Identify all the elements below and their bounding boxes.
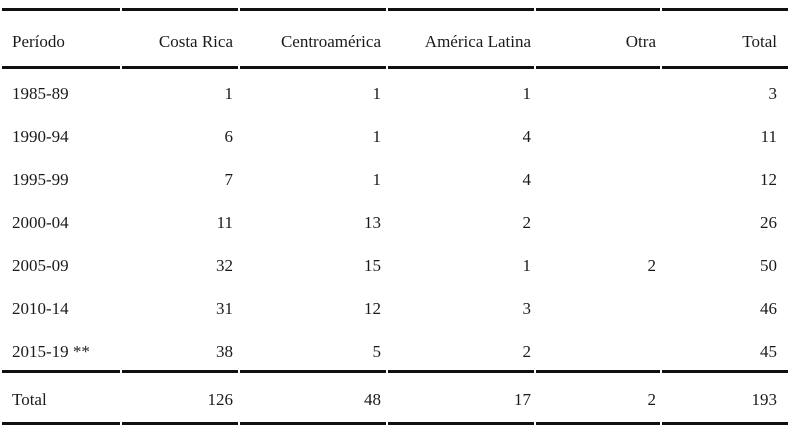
cell-centroamerica: 1 bbox=[372, 83, 382, 103]
cell-america-latina: 2 bbox=[522, 341, 532, 361]
table-row: 2000-04 11 13 2 26 bbox=[2, 198, 788, 241]
header-row: Período Costa Rica Centroamérica América… bbox=[2, 8, 788, 69]
footer-label: Total bbox=[2, 370, 120, 425]
cell-costa-rica: 6 bbox=[224, 126, 234, 146]
table-row: 1985-89 1 1 1 3 bbox=[2, 69, 788, 112]
column-header-total: Total bbox=[662, 8, 788, 69]
footer-costa-rica: 126 bbox=[122, 370, 238, 425]
cell-otra bbox=[536, 112, 660, 155]
cell-costa-rica: 1 bbox=[224, 83, 234, 103]
cell-otra bbox=[536, 327, 660, 370]
cell-otra bbox=[536, 284, 660, 327]
table-row: 2010-14 31 12 3 46 bbox=[2, 284, 788, 327]
cell-costa-rica: 31 bbox=[216, 298, 233, 318]
cell-total: 50 bbox=[760, 255, 777, 275]
cell-costa-rica: 11 bbox=[216, 212, 233, 232]
cell-costa-rica: 38 bbox=[216, 341, 233, 361]
footer-america-latina: 17 bbox=[388, 370, 534, 425]
table-row: 1995-99 7 1 4 12 bbox=[2, 155, 788, 198]
data-table-container: Período Costa Rica Centroamérica América… bbox=[0, 8, 790, 425]
table-row: 2015-19 ** 38 5 2 45 bbox=[2, 327, 788, 370]
cell-centroamerica: 12 bbox=[364, 298, 381, 318]
cell-otra bbox=[536, 69, 660, 112]
table-row: 2005-09 32 15 1 2 50 bbox=[2, 241, 788, 284]
cell-period: 1995-99 bbox=[12, 169, 69, 189]
cell-otra: 2 bbox=[647, 255, 657, 275]
cell-america-latina: 1 bbox=[522, 83, 532, 103]
total-row: Total 126 48 17 2 193 bbox=[2, 370, 788, 425]
footer-otra: 2 bbox=[536, 370, 660, 425]
cell-centroamerica: 13 bbox=[364, 212, 381, 232]
footer-centroamerica: 48 bbox=[240, 370, 386, 425]
table-row: 1990-94 6 1 4 11 bbox=[2, 112, 788, 155]
cell-centroamerica: 1 bbox=[372, 169, 382, 189]
cell-centroamerica: 15 bbox=[364, 255, 381, 275]
cell-america-latina: 4 bbox=[522, 169, 532, 189]
column-header-centroamerica: Centroamérica bbox=[240, 8, 386, 69]
cell-america-latina: 4 bbox=[522, 126, 532, 146]
cell-period: 2010-14 bbox=[12, 298, 69, 318]
cell-centroamerica: 5 bbox=[372, 341, 382, 361]
cell-otra bbox=[536, 155, 660, 198]
cell-period: 2005-09 bbox=[12, 255, 69, 275]
cell-america-latina: 3 bbox=[522, 298, 532, 318]
cell-total: 45 bbox=[760, 341, 777, 361]
cell-total: 46 bbox=[760, 298, 777, 318]
column-header-america-latina: América Latina bbox=[388, 8, 534, 69]
footer-total: 193 bbox=[662, 370, 788, 425]
cell-costa-rica: 32 bbox=[216, 255, 233, 275]
column-header-periodo: Período bbox=[2, 8, 120, 69]
column-header-costa-rica: Costa Rica bbox=[122, 8, 238, 69]
cell-period: 1985-89 bbox=[12, 83, 69, 103]
cell-total: 11 bbox=[760, 126, 777, 146]
cell-period: 2000-04 bbox=[12, 212, 69, 232]
cell-costa-rica: 7 bbox=[224, 169, 234, 189]
cell-america-latina: 1 bbox=[522, 255, 532, 275]
column-header-otra: Otra bbox=[536, 8, 660, 69]
cell-total: 12 bbox=[760, 169, 777, 189]
cell-period: 1990-94 bbox=[12, 126, 69, 146]
cell-otra bbox=[536, 198, 660, 241]
cell-america-latina: 2 bbox=[522, 212, 532, 232]
cell-period: 2015-19 ** bbox=[12, 341, 90, 361]
cell-total: 3 bbox=[768, 83, 778, 103]
periods-by-region-table: Período Costa Rica Centroamérica América… bbox=[0, 8, 790, 425]
cell-total: 26 bbox=[760, 212, 777, 232]
cell-centroamerica: 1 bbox=[372, 126, 382, 146]
